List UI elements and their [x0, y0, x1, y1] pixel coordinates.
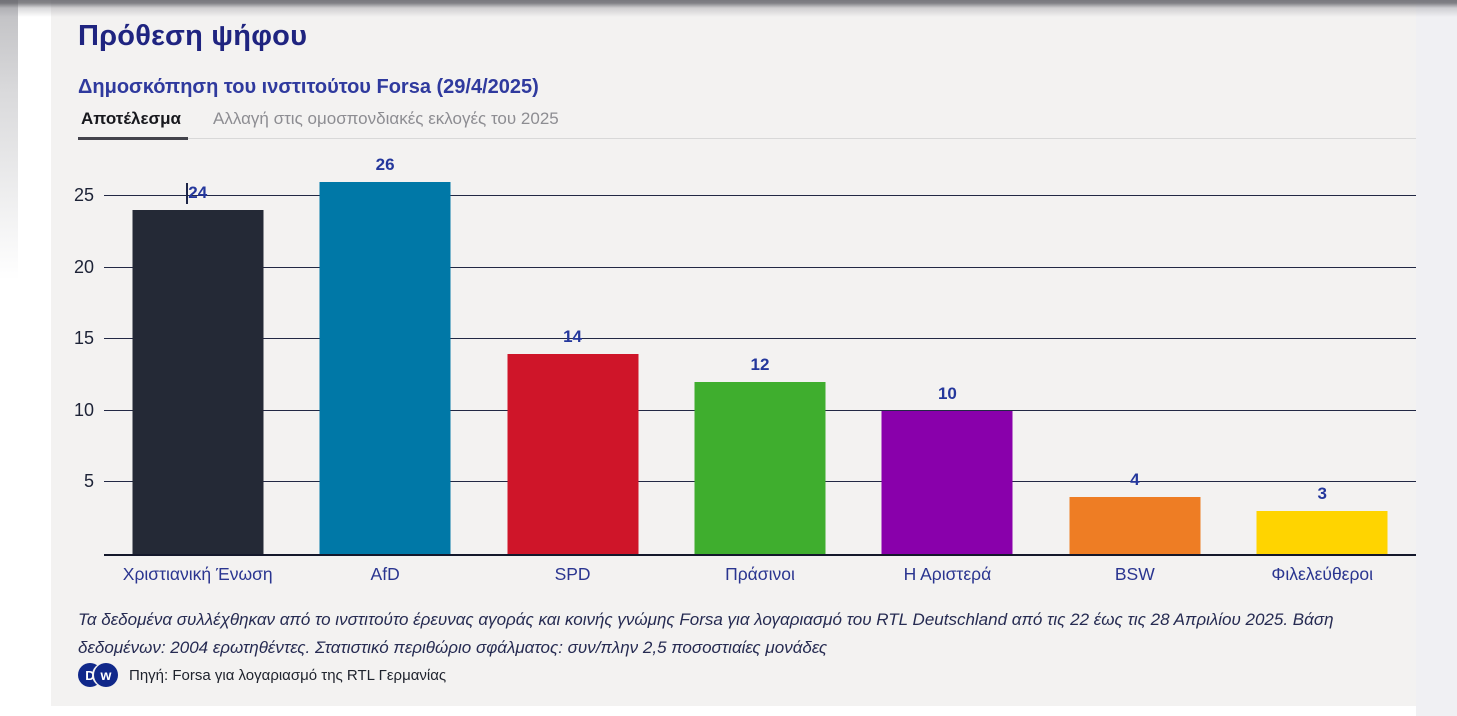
bar-slots: 24 26 14 12 10 4 3 [104, 154, 1416, 554]
page-title: Πρόθεση ψήφου [78, 20, 308, 52]
y-tick-label-10: 10 [73, 399, 94, 420]
bar-slot: 12 [666, 158, 853, 554]
value-label-12: 12 [750, 355, 770, 375]
bar-φιλελεύθεροι[interactable] [1256, 511, 1388, 554]
bar-afd[interactable] [319, 181, 451, 554]
bar-bsw[interactable] [1069, 496, 1201, 554]
value-label-26: 26 [375, 154, 395, 174]
bar-η-αριστερά[interactable] [881, 410, 1013, 554]
source-text: Πηγή: Forsa για λογαριασμό της RTL Γερμα… [129, 666, 447, 684]
bar-slot: 3 [1229, 158, 1416, 554]
bar-slot: 26 [291, 154, 478, 554]
value-label-10: 10 [937, 383, 957, 403]
value-label-24: 24 [188, 183, 208, 203]
bar-χριστιανική-ένωση[interactable] [132, 210, 264, 554]
gridline-25 [104, 195, 1416, 197]
category-label-afd: AfD [370, 564, 400, 584]
page-left-gutter [0, 0, 18, 716]
bar-slot: 10 [854, 158, 1041, 554]
category-label-χριστιανική-ένωση: Χριστιανική Ένωση [122, 564, 273, 584]
value-label-4: 4 [1130, 469, 1140, 489]
page-right-gutter [1416, 0, 1457, 716]
category-label-spd: SPD [554, 564, 591, 584]
y-tick-label-20: 20 [73, 256, 94, 277]
category-label-η-αριστερά: Η Αριστερά [903, 564, 992, 584]
gridline-15 [104, 338, 1416, 340]
tab-bar: Αποτέλεσμα Αλλαγή στις ομοσπονδιακές εκλ… [78, 106, 1416, 140]
value-label-14: 14 [563, 326, 583, 346]
text-cursor-artifact [185, 183, 188, 205]
y-tick-label-5: 5 [83, 471, 94, 492]
bar-slot: 4 [1041, 158, 1228, 554]
category-label-φιλελεύθεροι: Φιλελεύθεροι [1271, 564, 1374, 584]
chart-subtitle: Δημοσκόπηση του ινστιτούτου Forsa (29/4/… [78, 76, 539, 98]
y-tick-label-15: 15 [73, 328, 94, 349]
poll-widget-card: Πρόθεση ψήφου Δημοσκόπηση του ινστιτούτο… [51, 0, 1416, 706]
bar-πράσινοι[interactable] [694, 382, 826, 554]
dw-logo-w-circle: w [94, 663, 118, 687]
value-label-3: 3 [1317, 484, 1327, 504]
category-label-πράσινοι: Πράσινοι [725, 564, 795, 584]
tab-result[interactable]: Αποτέλεσμα [78, 109, 188, 140]
methodology-footnote: Τα δεδομένα συλλέχθηκαν από το ινστιτούτ… [78, 610, 1334, 657]
x-axis-category-labels: Χριστιανική Ένωση AfD SPD Πράσινοι Η Αριστερ… [104, 564, 1416, 585]
category-label-bsw: BSW [1114, 564, 1155, 584]
bar-slot: 24 [104, 158, 291, 554]
gridline-20 [104, 266, 1416, 268]
bar-spd[interactable] [507, 353, 639, 554]
source-row: D w Πηγή: Forsa για λογαριασμό της RTL Γ… [78, 663, 446, 687]
dw-logo-icon: D w [78, 663, 118, 687]
bar-chart-plot-area: 24 26 14 12 10 4 3 5 10 15 20 25 [74, 154, 1416, 556]
y-tick-label-25: 25 [73, 185, 94, 206]
tab-change-vs-2025-election[interactable]: Αλλαγή στις ομοσπονδιακές εκλογές του 20… [213, 109, 559, 128]
bar-slot: 14 [479, 158, 666, 554]
